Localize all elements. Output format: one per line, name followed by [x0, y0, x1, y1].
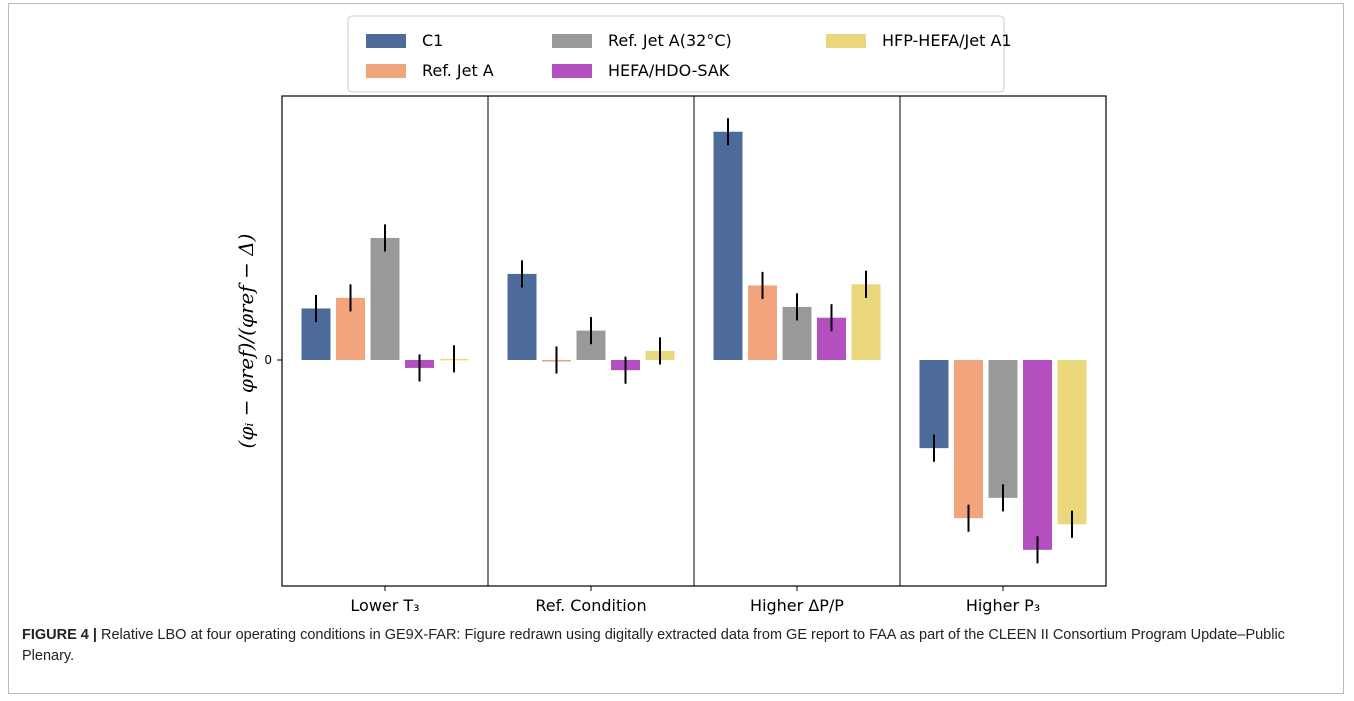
legend-swatch [826, 34, 866, 48]
legend-swatch [552, 34, 592, 48]
axes: Lower T₃ Ref. Condition Higher ΔP/P Higher … [264, 353, 1040, 615]
x-tick-label: Higher P₃ [966, 596, 1040, 615]
legend-swatch [552, 64, 592, 78]
y-tick-label: 0 [264, 353, 272, 367]
bar [713, 131, 743, 360]
bar [988, 360, 1018, 498]
bar [1023, 360, 1052, 550]
bar [1057, 360, 1087, 525]
bar [370, 237, 400, 360]
y-axis-label: (φᵢ − φref)/(φref − Δ) [234, 234, 258, 449]
legend-label: HFP-HEFA/Jet A1 [882, 31, 1012, 50]
chart: C1 Ref. Jet A Ref. Jet A(32°C) HEFA/HDO-SAK… [234, 15, 1107, 615]
group-separators [487, 96, 901, 586]
bar [919, 360, 949, 449]
legend-frame [347, 15, 1005, 93]
legend-label: Ref. Jet A [422, 61, 494, 80]
x-tick-label: Higher ΔP/P [750, 596, 844, 615]
caption-label: FIGURE 4 | [22, 627, 97, 643]
legend-label: HEFA/HDO-SAK [608, 61, 730, 80]
figure-caption: FIGURE 4 | Relative LBO at four operatin… [22, 625, 1322, 667]
legend-label: C1 [422, 31, 443, 50]
x-tick-label: Ref. Condition [535, 596, 646, 615]
legend: C1 Ref. Jet A Ref. Jet A(32°C) HEFA/HDO-SAK… [347, 15, 1012, 93]
caption-text: Relative LBO at four operating condition… [22, 627, 1285, 664]
legend-swatch [366, 34, 406, 48]
bar [954, 360, 983, 519]
figure-frame [8, 3, 1344, 694]
legend-label: Ref. Jet A(32°C) [608, 31, 732, 50]
bar [507, 273, 537, 360]
x-tick-label: Lower T₃ [350, 596, 419, 615]
error-bars [315, 118, 1073, 564]
legend-swatch [366, 64, 406, 78]
